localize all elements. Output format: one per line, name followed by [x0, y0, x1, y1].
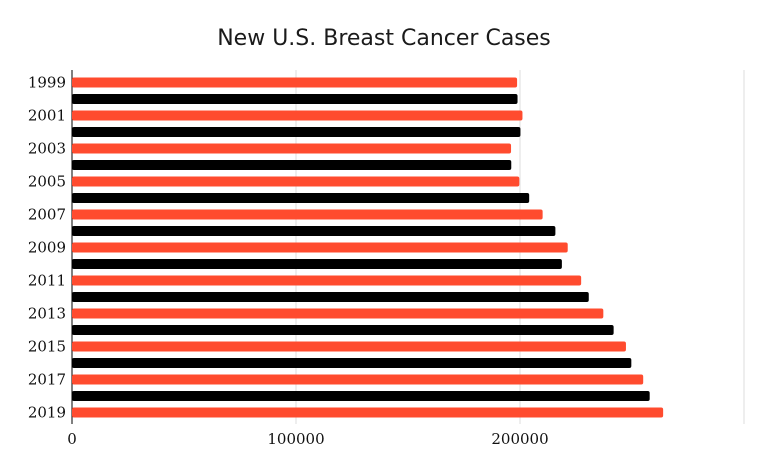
bar-2001: [72, 110, 523, 121]
y-tick-label: 2013: [28, 305, 66, 323]
x-tick-label: 0: [67, 430, 77, 448]
x-tick-label: 200000: [491, 430, 548, 448]
bar-2002: [72, 127, 521, 137]
bar-2011: [72, 275, 582, 286]
bar-2018: [72, 391, 650, 401]
y-tick-label: 2009: [28, 239, 66, 257]
y-tick-label: 2001: [28, 107, 66, 125]
bar-2006: [72, 193, 530, 203]
y-tick-label: 2003: [28, 140, 66, 158]
x-tick-label: 100000: [267, 430, 324, 448]
bar-2000: [72, 94, 518, 104]
y-tick-label: 2015: [28, 338, 66, 356]
y-tick-label: 2005: [28, 173, 66, 191]
bar-2003: [72, 143, 512, 154]
y-tick-label: 2011: [28, 272, 66, 290]
bar-2017: [72, 374, 644, 385]
y-tick-label: 1999: [28, 74, 66, 92]
bar-2009: [72, 242, 568, 253]
bar-2008: [72, 226, 556, 236]
bar-2010: [72, 259, 562, 269]
y-tick-label: 2019: [28, 404, 66, 422]
bar-2012: [72, 292, 589, 302]
chart-title: New U.S. Breast Cancer Cases: [217, 26, 551, 51]
bar-2004: [72, 160, 512, 170]
bar-2005: [72, 176, 520, 187]
bar-2019: [72, 407, 664, 418]
bar-2016: [72, 358, 632, 368]
bar-2013: [72, 308, 604, 319]
bar-2015: [72, 341, 626, 352]
y-tick-label: 2007: [28, 206, 66, 224]
y-tick-label: 2017: [28, 371, 66, 389]
bar-2014: [72, 325, 614, 335]
bar-1999: [72, 77, 518, 88]
bar-2007: [72, 209, 543, 220]
